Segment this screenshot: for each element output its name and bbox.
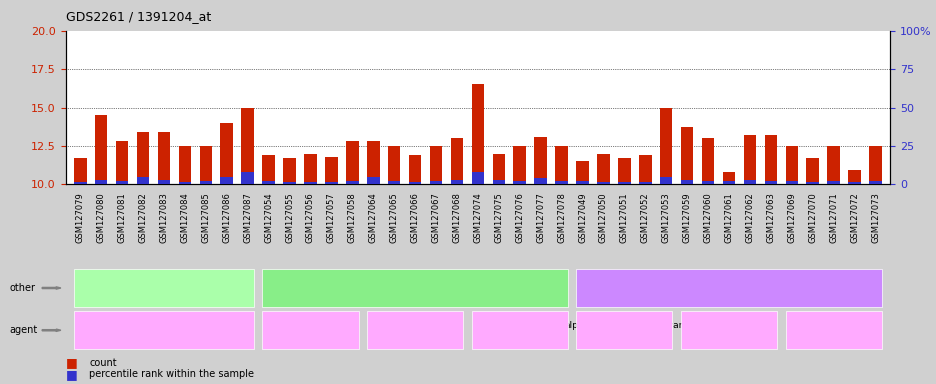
Text: alpha-naphthylisothiocyan
ate: alpha-naphthylisothiocyan ate bbox=[563, 321, 684, 340]
Text: other: other bbox=[9, 283, 36, 293]
Bar bbox=[220, 177, 233, 184]
Bar bbox=[618, 158, 630, 184]
Bar bbox=[784, 181, 797, 184]
Bar bbox=[764, 135, 776, 184]
Text: dimethylnitrosamine: dimethylnitrosamine bbox=[681, 326, 775, 335]
Bar bbox=[722, 172, 735, 184]
Bar bbox=[241, 172, 254, 184]
Text: dinitrophenol: dinitrophenol bbox=[385, 326, 445, 335]
Bar bbox=[199, 181, 212, 184]
Bar bbox=[95, 180, 108, 184]
Bar bbox=[157, 180, 170, 184]
Bar bbox=[596, 182, 609, 184]
Bar bbox=[95, 115, 108, 184]
Bar bbox=[492, 154, 505, 184]
Text: count: count bbox=[89, 358, 116, 368]
Bar bbox=[806, 158, 818, 184]
Bar bbox=[430, 146, 442, 184]
Bar bbox=[722, 181, 735, 184]
Bar bbox=[220, 123, 233, 184]
Text: percentile rank within the sample: percentile rank within the sample bbox=[89, 369, 254, 379]
Bar bbox=[869, 146, 881, 184]
Text: agent: agent bbox=[9, 325, 37, 335]
Bar bbox=[680, 127, 693, 184]
Bar bbox=[367, 141, 379, 184]
Bar bbox=[701, 138, 713, 184]
Bar bbox=[826, 146, 839, 184]
Bar bbox=[199, 146, 212, 184]
Bar bbox=[408, 182, 421, 184]
Bar bbox=[492, 180, 505, 184]
Bar bbox=[179, 146, 191, 184]
Bar bbox=[743, 180, 755, 184]
Bar bbox=[137, 177, 149, 184]
Bar bbox=[388, 181, 400, 184]
Bar bbox=[137, 132, 149, 184]
Bar bbox=[869, 181, 881, 184]
Bar bbox=[680, 180, 693, 184]
Bar bbox=[847, 170, 860, 184]
Bar bbox=[471, 84, 484, 184]
Text: n-methylformamide: n-methylformamide bbox=[788, 326, 878, 335]
Bar bbox=[513, 146, 525, 184]
Bar bbox=[534, 137, 547, 184]
Text: rosiglitazone: rosiglitazone bbox=[490, 326, 548, 335]
Bar bbox=[743, 135, 755, 184]
Bar bbox=[157, 132, 170, 184]
Bar bbox=[826, 181, 839, 184]
Bar bbox=[325, 157, 337, 184]
Bar bbox=[596, 154, 609, 184]
Bar bbox=[116, 181, 128, 184]
Bar bbox=[450, 138, 462, 184]
Bar bbox=[555, 181, 567, 184]
Bar bbox=[304, 154, 316, 184]
Bar bbox=[283, 182, 296, 184]
Bar bbox=[74, 158, 86, 184]
Bar bbox=[638, 182, 651, 184]
Bar bbox=[262, 181, 274, 184]
Bar bbox=[367, 177, 379, 184]
Text: control: control bbox=[144, 283, 183, 293]
Bar bbox=[388, 146, 400, 184]
Bar bbox=[638, 155, 651, 184]
Bar bbox=[764, 181, 776, 184]
Bar bbox=[345, 181, 358, 184]
Bar bbox=[283, 158, 296, 184]
Bar bbox=[408, 155, 421, 184]
Bar bbox=[325, 182, 337, 184]
Bar bbox=[241, 108, 254, 184]
Bar bbox=[847, 182, 860, 184]
Bar bbox=[555, 146, 567, 184]
Bar bbox=[430, 181, 442, 184]
Bar bbox=[262, 155, 274, 184]
Bar bbox=[471, 172, 484, 184]
Bar bbox=[513, 181, 525, 184]
Bar bbox=[534, 178, 547, 184]
Text: ■: ■ bbox=[66, 356, 78, 369]
Bar bbox=[701, 181, 713, 184]
Bar bbox=[618, 182, 630, 184]
Bar bbox=[659, 177, 672, 184]
Text: GDS2261 / 1391204_at: GDS2261 / 1391204_at bbox=[66, 10, 211, 23]
Bar bbox=[345, 141, 358, 184]
Bar bbox=[304, 182, 316, 184]
Text: untreated: untreated bbox=[141, 326, 186, 335]
Text: non-toxic: non-toxic bbox=[388, 283, 441, 293]
Bar bbox=[74, 182, 86, 184]
Bar bbox=[576, 181, 588, 184]
Bar bbox=[659, 108, 672, 184]
Bar bbox=[179, 182, 191, 184]
Text: toxic: toxic bbox=[715, 283, 741, 293]
Bar bbox=[116, 141, 128, 184]
Text: caerulein: caerulein bbox=[289, 326, 331, 335]
Bar bbox=[576, 161, 588, 184]
Bar bbox=[784, 146, 797, 184]
Text: ■: ■ bbox=[66, 368, 78, 381]
Bar bbox=[806, 182, 818, 184]
Bar bbox=[450, 180, 462, 184]
